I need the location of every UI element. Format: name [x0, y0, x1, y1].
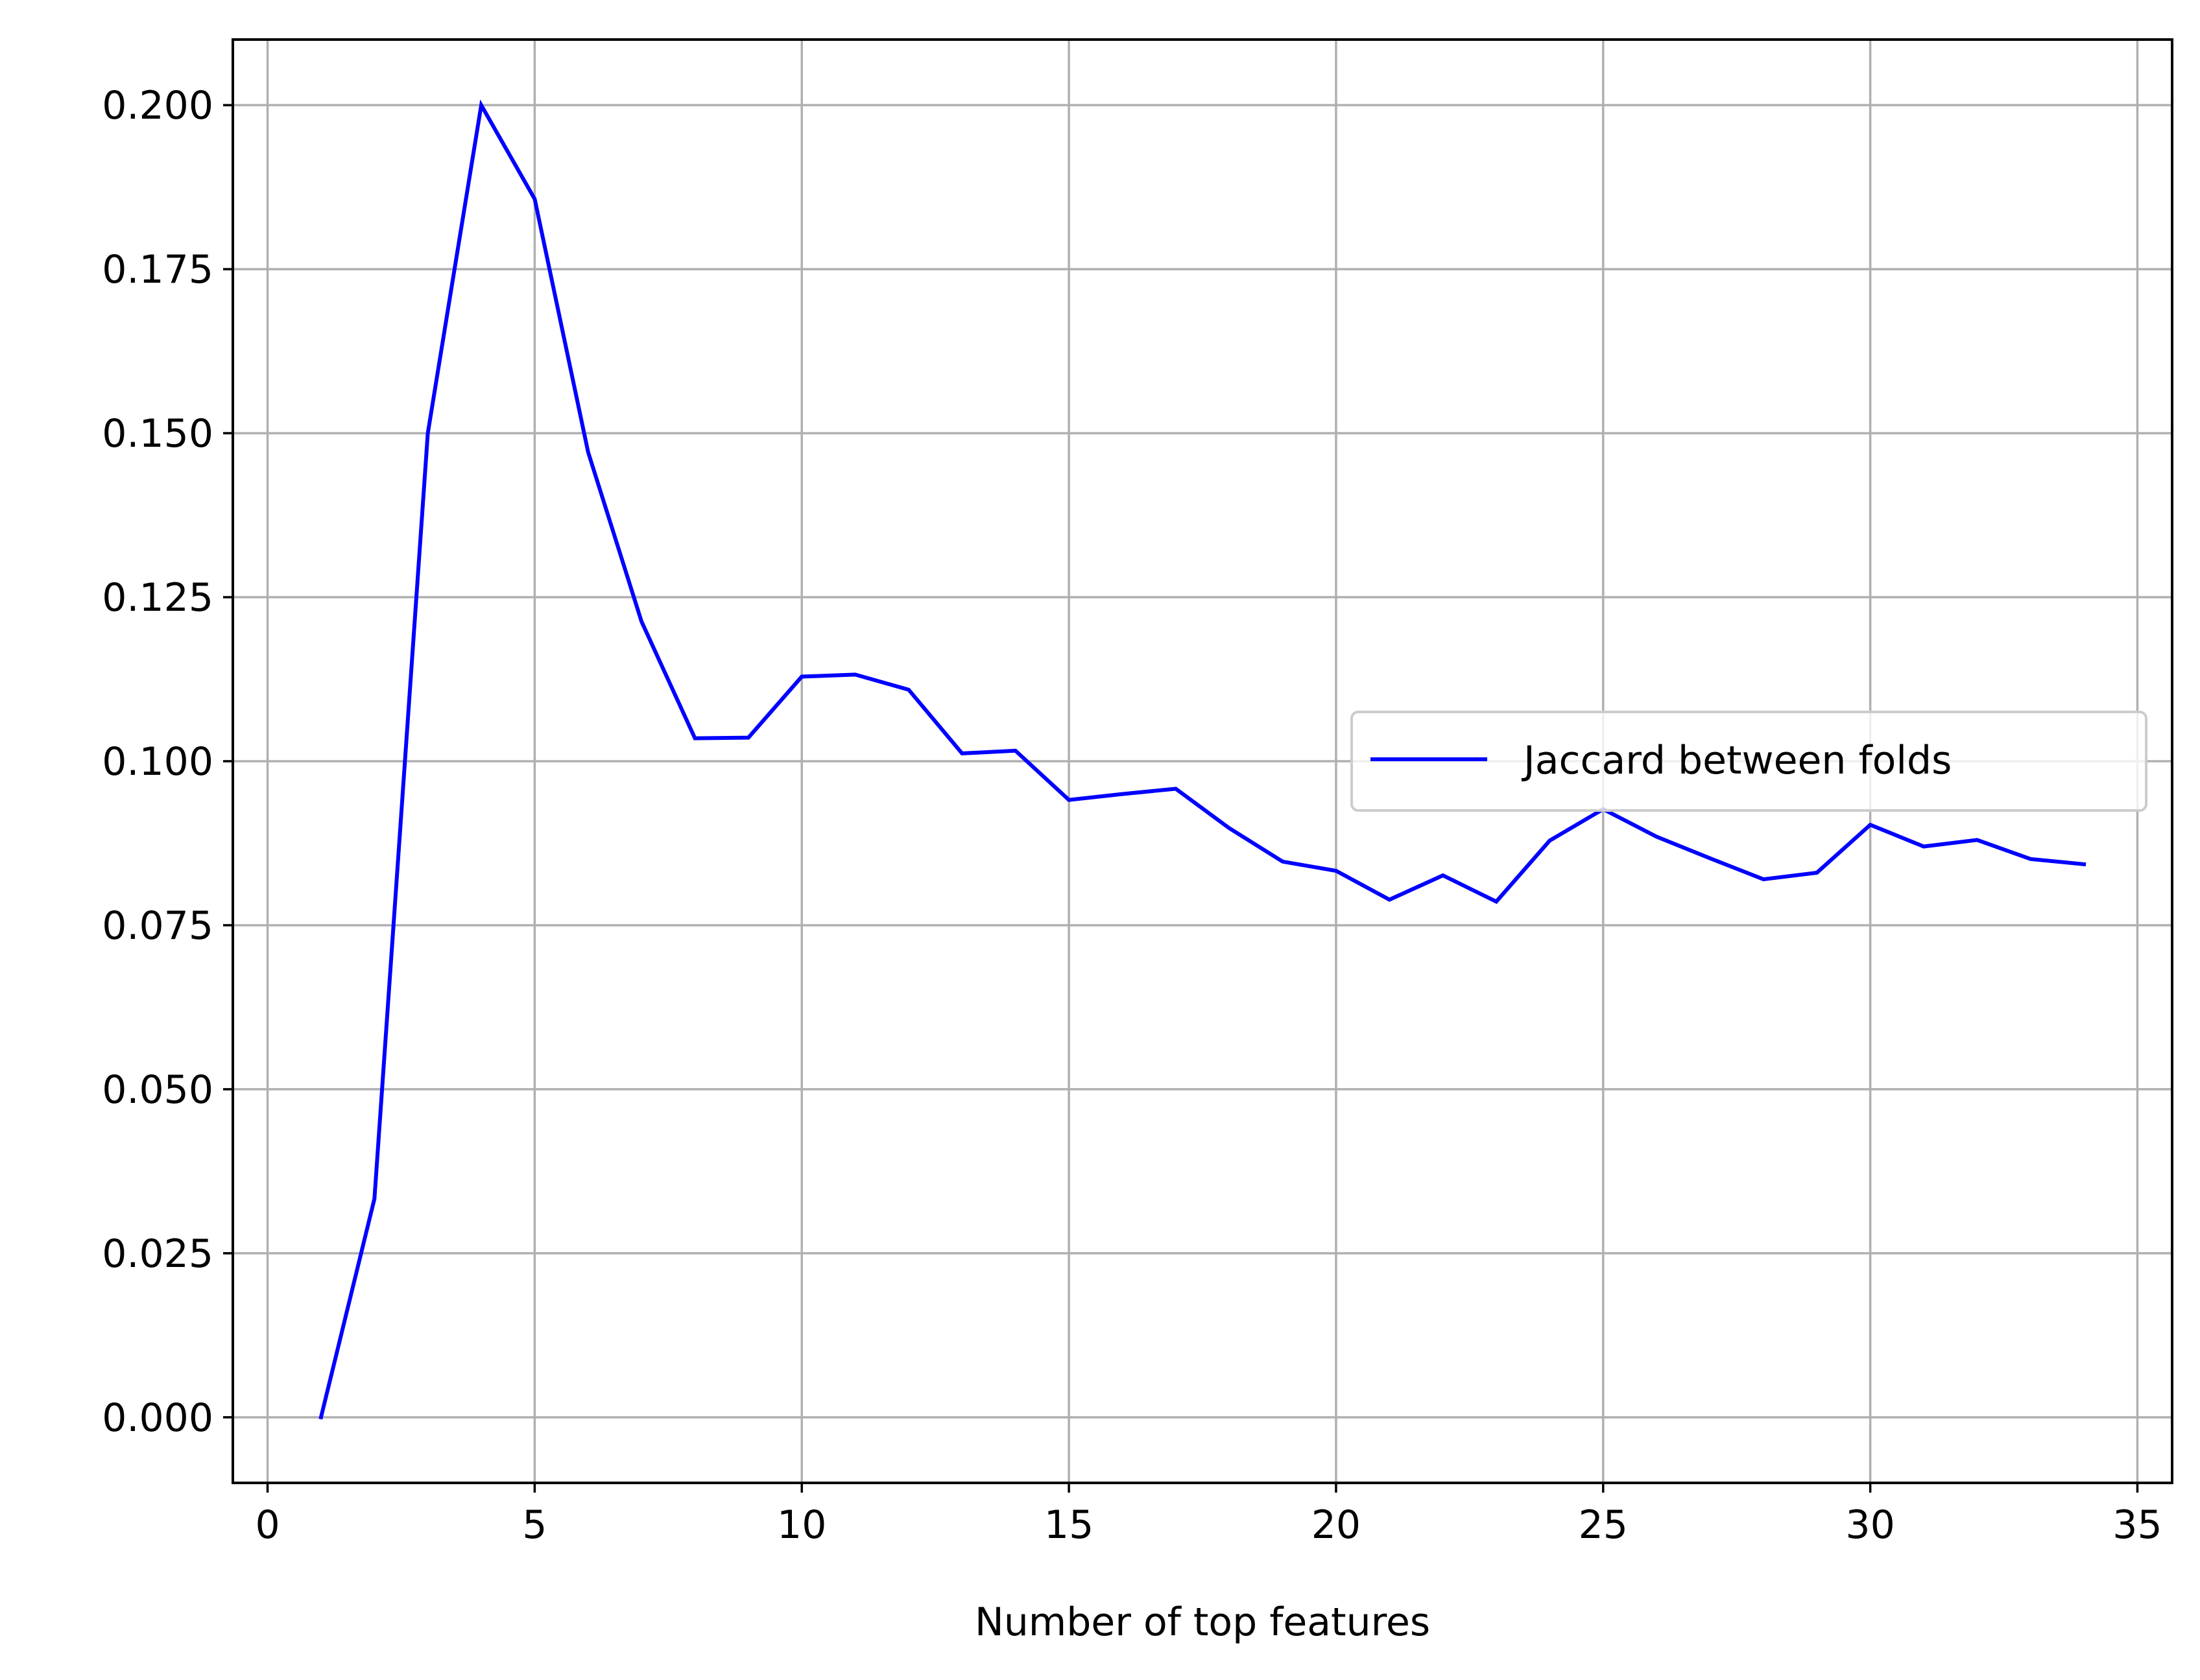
- x-tick-label: 15: [1044, 1502, 1094, 1548]
- y-tick-label: 0.000: [102, 1395, 213, 1441]
- data-point: [960, 751, 964, 755]
- legend-label: Jaccard between folds: [1521, 738, 1952, 783]
- data-point: [1762, 877, 1765, 881]
- y-tick-label: 0.075: [102, 903, 213, 949]
- y-tick-label: 0.025: [102, 1231, 213, 1277]
- data-point: [2029, 857, 2033, 861]
- x-tick-label: 20: [1311, 1502, 1361, 1548]
- data-point: [1922, 845, 1926, 849]
- data-point: [1655, 834, 1658, 838]
- x-tick-label: 5: [522, 1502, 547, 1548]
- y-tick-label: 0.150: [102, 411, 213, 456]
- data-point: [1120, 792, 1124, 796]
- grid: [233, 40, 2172, 1483]
- data-point: [319, 1415, 323, 1419]
- x-tick-label: 25: [1579, 1502, 1628, 1548]
- data-point: [1815, 871, 1819, 875]
- legend: Jaccard between folds: [1350, 711, 2147, 812]
- data-point: [1014, 749, 1018, 753]
- x-tick-label: 35: [2112, 1502, 2162, 1548]
- y-tick-label: 0.200: [102, 83, 213, 128]
- data-point: [479, 103, 483, 107]
- data-point: [640, 620, 643, 624]
- y-tick-label: 0.100: [102, 739, 213, 785]
- x-tick-label: 10: [777, 1502, 826, 1548]
- data-point: [2082, 862, 2086, 866]
- data-point: [1441, 873, 1445, 877]
- data-point: [800, 675, 804, 679]
- x-tick-label: 30: [1845, 1502, 1895, 1548]
- series-layer: [318, 99, 2086, 1420]
- data-point: [1067, 798, 1071, 802]
- data-point: [586, 450, 590, 454]
- y-tick-label: 0.125: [102, 575, 213, 621]
- data-point: [1869, 823, 1872, 827]
- data-point: [426, 431, 430, 435]
- data-point: [1494, 900, 1498, 904]
- data-point: [1548, 838, 1551, 842]
- axis-ticks: 0 5 10 15 20 25 30 35 0.000 0.025 0.050 0.075 0.100 0…: [102, 83, 2162, 1548]
- data-point: [1708, 857, 1712, 860]
- data-point: [1334, 869, 1338, 873]
- data-point: [1281, 860, 1285, 864]
- series-line: [318, 99, 2086, 1420]
- data-point: [1975, 838, 1979, 842]
- y-tick-label: 0.050: [102, 1067, 213, 1113]
- x-axis-title: Number of top features: [975, 1600, 1430, 1645]
- data-point: [1227, 826, 1231, 830]
- data-point: [1387, 898, 1391, 902]
- data-point: [854, 672, 857, 676]
- x-tick-label: 0: [255, 1502, 280, 1548]
- data-point: [372, 1197, 376, 1201]
- legend-box: [1350, 711, 2147, 812]
- data-point: [747, 736, 750, 740]
- data-point: [532, 197, 536, 201]
- y-tick-label: 0.175: [102, 247, 213, 292]
- data-point: [1174, 787, 1178, 791]
- data-point: [907, 688, 911, 692]
- data-point: [693, 737, 697, 740]
